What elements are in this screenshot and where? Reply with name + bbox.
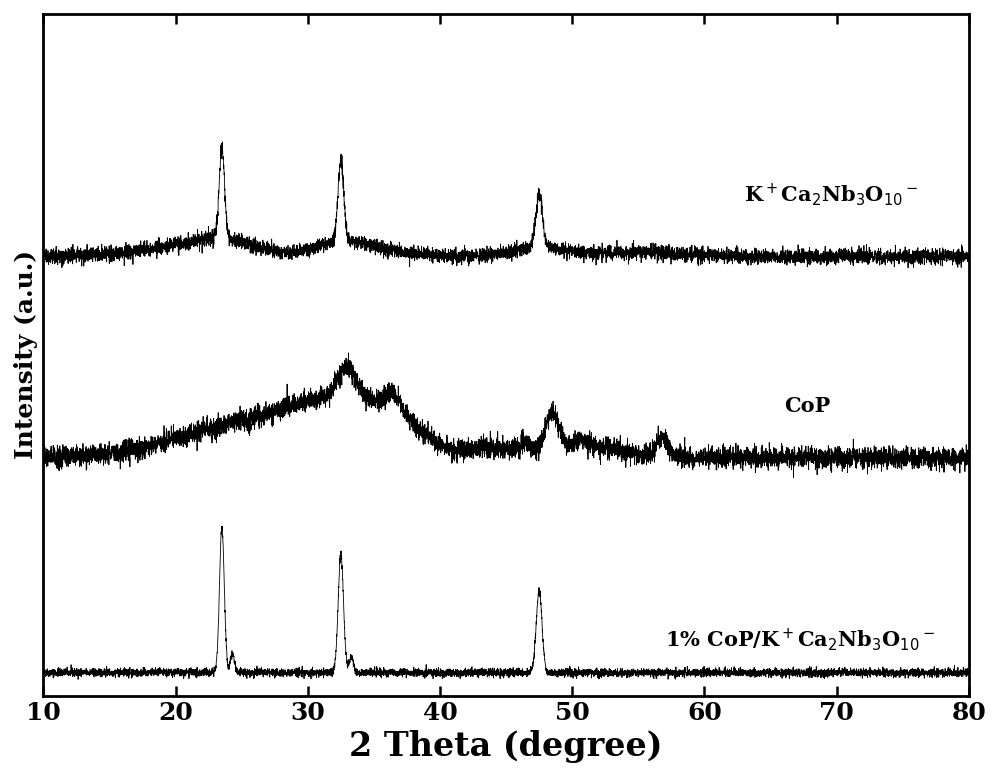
Y-axis label: Intensity (a.u.): Intensity (a.u.) xyxy=(14,250,38,459)
Text: 1% CoP/K$^+$Ca$_2$Nb$_3$O$_{10}$$^-$: 1% CoP/K$^+$Ca$_2$Nb$_3$O$_{10}$$^-$ xyxy=(665,625,935,653)
Text: CoP: CoP xyxy=(784,395,830,416)
Text: K$^+$Ca$_2$Nb$_3$O$_{10}$$^-$: K$^+$Ca$_2$Nb$_3$O$_{10}$$^-$ xyxy=(744,181,918,208)
X-axis label: 2 Theta (degree): 2 Theta (degree) xyxy=(349,730,663,763)
